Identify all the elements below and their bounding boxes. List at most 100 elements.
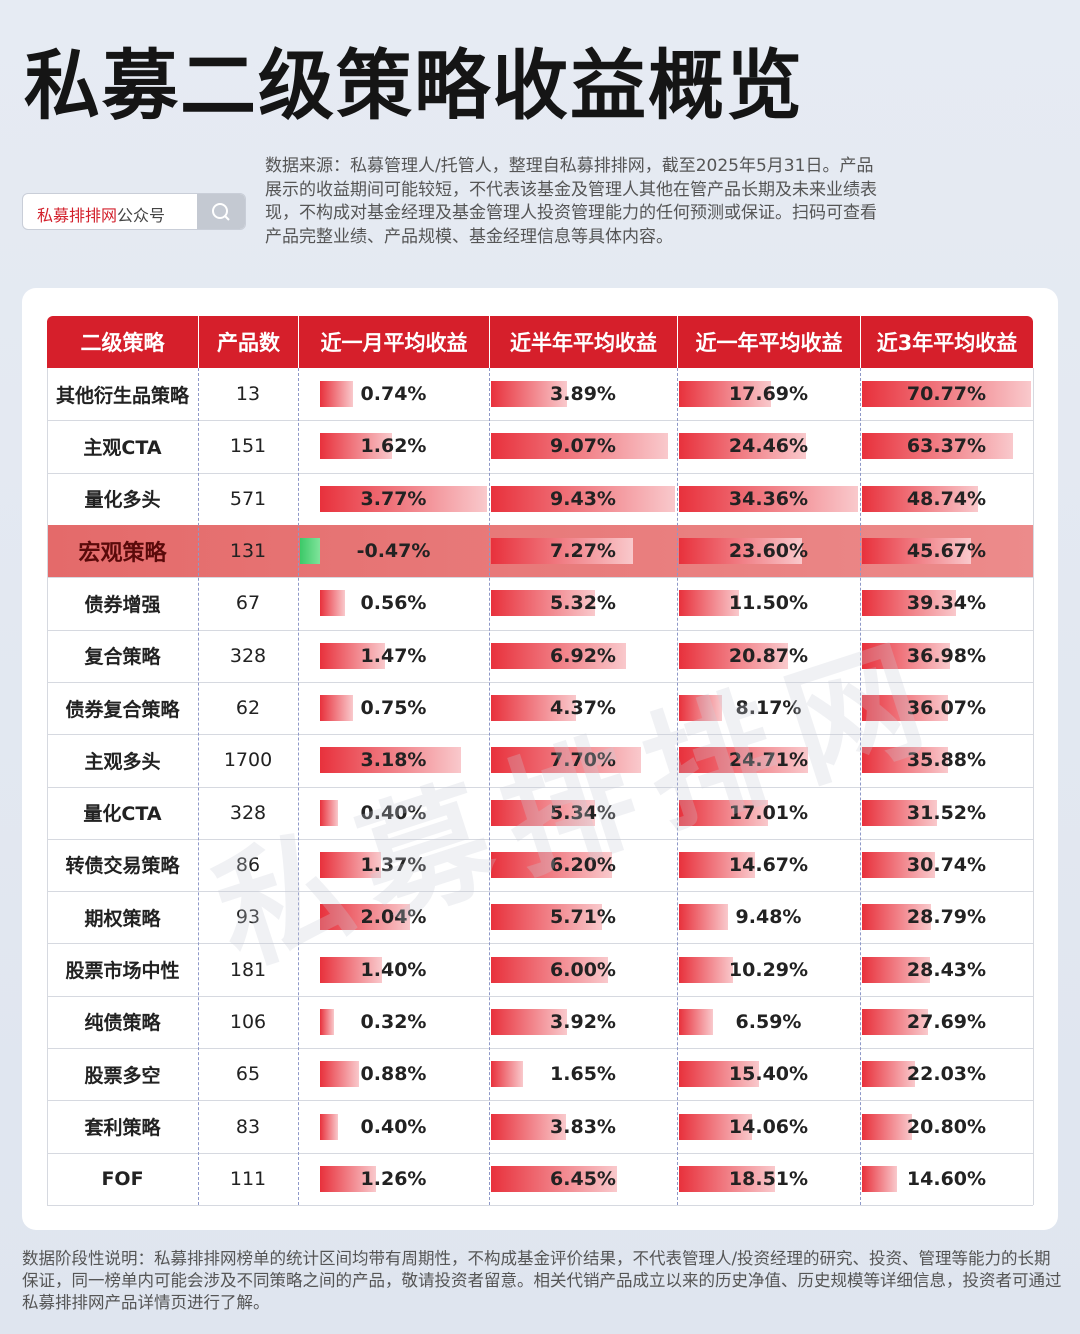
column-line bbox=[198, 368, 199, 1205]
data-bar bbox=[491, 747, 642, 774]
value-cell: 3.77% bbox=[360, 487, 427, 510]
value-cell: 181 bbox=[229, 958, 267, 981]
data-bar bbox=[320, 433, 392, 460]
search-icon bbox=[212, 203, 230, 221]
row-line bbox=[47, 420, 1033, 422]
data-bar bbox=[320, 1113, 338, 1140]
value-cell: 4.37% bbox=[550, 697, 616, 720]
data-bar bbox=[862, 538, 972, 565]
value-cell: 93 bbox=[235, 906, 261, 929]
value-cell: 6.00% bbox=[550, 958, 616, 981]
value-cell: 5.32% bbox=[550, 592, 616, 615]
search-button[interactable] bbox=[197, 194, 245, 229]
header-cell: 近一年平均收益 bbox=[677, 316, 860, 368]
data-bar bbox=[320, 851, 381, 878]
value-cell: 1.62% bbox=[360, 435, 427, 458]
strategy-cell: 主观CTA bbox=[83, 436, 162, 459]
data-bar bbox=[491, 538, 633, 565]
value-cell: 35.88% bbox=[906, 749, 987, 772]
value-cell: 6.59% bbox=[735, 1010, 802, 1033]
value-cell: 23.60% bbox=[728, 540, 809, 563]
strategy-cell: 纯债策略 bbox=[84, 1012, 161, 1035]
search-box[interactable]: 私募排排网公众号 bbox=[22, 193, 246, 230]
value-cell: 106 bbox=[229, 1010, 267, 1033]
data-bar bbox=[320, 1008, 335, 1035]
data-bar bbox=[862, 904, 931, 931]
data-bar bbox=[491, 1008, 568, 1035]
data-bar bbox=[320, 642, 386, 669]
strategy-cell: 股票市场中性 bbox=[65, 960, 180, 983]
value-cell: 1.40% bbox=[360, 958, 427, 981]
value-cell: 70.77% bbox=[906, 383, 987, 406]
value-cell: 9.48% bbox=[735, 906, 802, 929]
value-cell: 30.74% bbox=[906, 853, 987, 876]
value-cell: 1700 bbox=[223, 749, 273, 772]
data-bar bbox=[862, 433, 1014, 460]
data-bar bbox=[491, 799, 596, 826]
value-cell: 0.74% bbox=[360, 383, 427, 406]
data-bar bbox=[679, 1113, 753, 1140]
row-line bbox=[47, 891, 1033, 893]
suffix: 公众号 bbox=[117, 206, 166, 225]
value-cell: 7.70% bbox=[550, 749, 616, 772]
row-line bbox=[47, 1205, 1033, 1206]
strategy-cell: 股票多空 bbox=[84, 1064, 161, 1087]
data-bar bbox=[862, 1061, 915, 1088]
data-bar bbox=[320, 1165, 376, 1192]
strategy-cell: 量化多头 bbox=[84, 489, 161, 512]
row-line bbox=[47, 629, 1033, 631]
footer-note: 数据阶段性说明：私募排排网榜单的统计区间均带有周期性，不构成基金评价结果，不代表… bbox=[22, 1249, 1062, 1312]
value-cell: 24.46% bbox=[728, 435, 809, 458]
data-bar bbox=[491, 1165, 617, 1192]
value-cell: 1.47% bbox=[360, 644, 427, 667]
value-cell: 1.65% bbox=[550, 1063, 616, 1086]
data-bar bbox=[679, 590, 739, 617]
value-cell: 9.07% bbox=[550, 435, 616, 458]
column-line bbox=[489, 368, 490, 1205]
data-bar bbox=[862, 642, 951, 669]
value-cell: 65 bbox=[235, 1063, 261, 1086]
value-cell: 0.88% bbox=[360, 1063, 427, 1086]
value-cell: 131 bbox=[229, 540, 267, 563]
data-bar bbox=[862, 485, 979, 512]
value-cell: 3.18% bbox=[360, 749, 427, 772]
data-bar bbox=[679, 956, 733, 983]
data-bar bbox=[491, 1113, 566, 1140]
value-cell: 111 bbox=[229, 1167, 267, 1190]
value-cell: 18.51% bbox=[728, 1167, 809, 1190]
value-cell: 151 bbox=[229, 435, 267, 458]
value-cell: 15.40% bbox=[728, 1063, 809, 1086]
data-bar bbox=[679, 747, 808, 774]
value-cell: 14.60% bbox=[906, 1167, 987, 1190]
search-text: 私募排排网公众号 bbox=[37, 202, 165, 226]
data-bar bbox=[679, 695, 722, 722]
row-line bbox=[47, 1152, 1033, 1154]
row-line bbox=[47, 734, 1033, 736]
data-bar bbox=[491, 381, 567, 408]
data-bar bbox=[862, 956, 930, 983]
data-bar bbox=[491, 485, 675, 512]
data-bar bbox=[679, 381, 772, 408]
value-cell: 3.92% bbox=[550, 1010, 616, 1033]
value-cell: 45.67% bbox=[906, 540, 987, 563]
value-cell: 17.69% bbox=[728, 383, 809, 406]
row-line bbox=[47, 577, 1033, 579]
strategy-cell: 套利策略 bbox=[84, 1117, 161, 1140]
value-cell: 5.34% bbox=[550, 801, 616, 824]
data-bar bbox=[320, 485, 487, 512]
value-cell: 14.67% bbox=[728, 853, 809, 876]
data-bar bbox=[491, 642, 627, 669]
strategy-cell: 债券增强 bbox=[84, 593, 161, 616]
data-bar bbox=[862, 747, 948, 774]
value-cell: 3.89% bbox=[550, 383, 616, 406]
row-line bbox=[47, 1100, 1033, 1102]
brand: 私募排排网 bbox=[37, 206, 118, 225]
value-cell: 0.56% bbox=[360, 592, 427, 615]
column-line bbox=[298, 368, 299, 1205]
data-bar bbox=[320, 1061, 359, 1088]
value-cell: 1.37% bbox=[360, 853, 427, 876]
data-bar bbox=[679, 433, 807, 460]
value-cell: 2.04% bbox=[360, 906, 427, 929]
source-note: 数据来源：私募管理人/托管人，整理自私募排排网，截至2025年5月31日。产品展… bbox=[265, 156, 877, 247]
data-bar bbox=[320, 747, 461, 774]
